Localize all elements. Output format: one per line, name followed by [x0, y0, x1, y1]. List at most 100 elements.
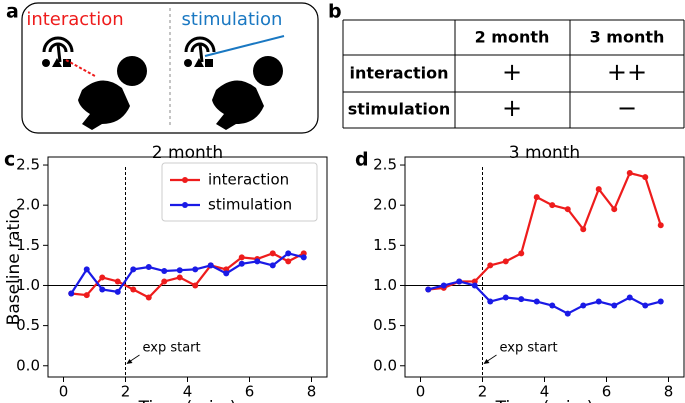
- diagram-label: stimulation: [182, 9, 283, 30]
- series-line: [71, 252, 305, 299]
- chart-title: 2 month: [152, 143, 223, 163]
- data-point: [192, 266, 199, 273]
- data-point: [238, 260, 245, 267]
- data-point: [285, 258, 292, 265]
- x-tick-label: 0: [416, 383, 426, 401]
- data-point: [456, 278, 463, 285]
- data-point: [533, 298, 540, 305]
- data-point: [161, 268, 168, 275]
- data-point: [595, 186, 602, 193]
- diagram-frame: [21, 2, 319, 134]
- y-tick-label: 2.0: [373, 196, 397, 214]
- data-point: [564, 206, 571, 213]
- y-tick-label: 0.5: [373, 316, 397, 334]
- x-axis-label: Time (min.): [138, 398, 237, 403]
- table-cell: interaction: [349, 64, 448, 83]
- data-point: [130, 286, 137, 293]
- y-tick-label: 1.0: [16, 276, 40, 294]
- data-point: [440, 282, 447, 289]
- data-point: [269, 250, 276, 257]
- data-point: [657, 298, 664, 305]
- legend-box: [161, 162, 318, 222]
- baby-icon: [78, 56, 147, 130]
- data-point: [611, 302, 618, 309]
- series-line: [70, 252, 305, 295]
- data-point: [114, 288, 121, 295]
- table-cell: +: [502, 58, 522, 86]
- annotation-arrowhead: [483, 359, 490, 364]
- legend-marker: [182, 177, 188, 183]
- panel-label: b: [328, 1, 342, 23]
- data-point: [254, 258, 261, 265]
- table-cell: ++: [607, 58, 647, 86]
- x-tick-label: 8: [664, 383, 674, 401]
- annotation: exp start: [143, 341, 201, 356]
- x-tick-label: 6: [602, 383, 612, 401]
- legend-label: interaction: [208, 171, 289, 189]
- data-point: [300, 254, 307, 261]
- data-point: [176, 267, 183, 274]
- data-point: [83, 292, 90, 299]
- data-point: [207, 262, 214, 269]
- data-point: [642, 174, 649, 181]
- legend-label: stimulation: [208, 196, 292, 214]
- data-point: [502, 258, 509, 265]
- data-point: [223, 270, 230, 277]
- data-point: [285, 250, 292, 257]
- y-axis-label: Baseline ratio: [4, 209, 24, 326]
- data-point: [238, 254, 245, 261]
- data-point: [425, 286, 432, 293]
- panel-label: c: [4, 149, 15, 171]
- data-point: [176, 274, 183, 281]
- x-tick-label: 0: [59, 383, 69, 401]
- y-tick-label: 2.5: [373, 156, 397, 174]
- data-point: [487, 262, 494, 269]
- table-header: 2 month: [475, 28, 550, 47]
- y-tick-label: 2.0: [16, 196, 40, 214]
- data-point: [580, 226, 587, 233]
- data-point: [549, 302, 556, 309]
- data-point: [145, 264, 152, 270]
- data-point: [145, 294, 152, 301]
- x-tick-label: 2: [121, 383, 131, 401]
- data-point: [130, 266, 137, 273]
- diagram-label: interaction: [26, 9, 123, 30]
- y-tick-label: 2.5: [16, 156, 40, 174]
- x-tick-label: 2: [478, 383, 488, 401]
- y-tick-label: 0.0: [373, 356, 397, 374]
- x-tick-label: 8: [307, 383, 317, 401]
- y-tick-label: 1.5: [373, 236, 397, 254]
- series-line: [427, 280, 662, 315]
- data-point: [533, 194, 540, 201]
- data-point: [626, 294, 633, 301]
- data-point: [580, 302, 587, 309]
- table-header: 3 month: [590, 28, 665, 47]
- legend-marker: [182, 202, 188, 208]
- data-point: [269, 262, 276, 269]
- data-point: [68, 290, 75, 297]
- x-tick-label: 4: [183, 383, 193, 401]
- diagram: interaction stimulation: [21, 2, 319, 134]
- data-point: [518, 296, 525, 303]
- data-point: [114, 278, 121, 285]
- baby-icon: [212, 56, 283, 130]
- y-tick-label: 0.5: [16, 316, 40, 334]
- data-point: [611, 206, 618, 213]
- annotation-arrowhead: [126, 359, 133, 364]
- data-point: [83, 266, 90, 273]
- robot-icon: [184, 35, 285, 67]
- chart-title: 3 month: [509, 143, 580, 163]
- table-cell: +: [502, 94, 522, 122]
- data-point: [549, 202, 556, 209]
- series-line: [428, 171, 662, 291]
- data-point: [518, 250, 525, 257]
- data-point: [642, 302, 649, 309]
- data-point: [595, 298, 602, 305]
- panel-label: a: [6, 1, 19, 23]
- panel-label: d: [355, 149, 369, 171]
- table: [342, 19, 685, 129]
- x-tick-label: 4: [540, 383, 550, 401]
- data-point: [657, 222, 664, 229]
- data-point: [502, 294, 509, 301]
